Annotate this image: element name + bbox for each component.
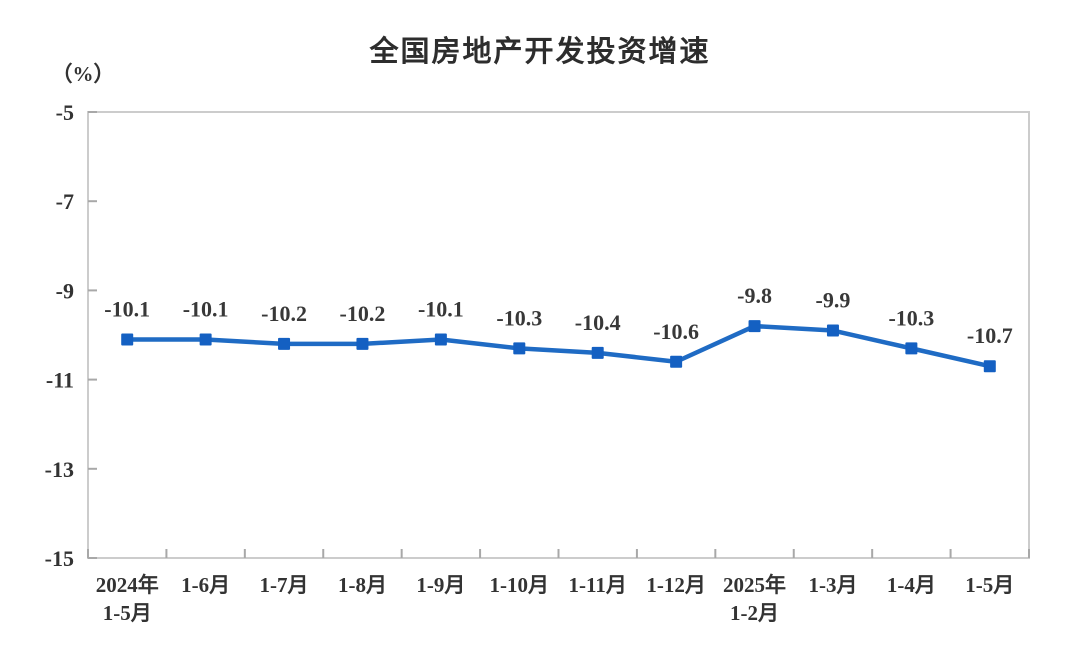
- y-axis-tick-label: -15: [45, 546, 74, 571]
- data-point-marker: [748, 320, 761, 333]
- x-axis-category-label: 2024年: [96, 573, 159, 597]
- data-point-marker: [278, 337, 291, 350]
- x-axis-category-label: 1-10月: [490, 573, 550, 597]
- x-axis-category-label: 1-3月: [808, 573, 857, 597]
- data-point-label: -9.9: [816, 288, 851, 313]
- y-axis-tick-label: -7: [56, 189, 74, 214]
- x-axis-category-label: 1-9月: [416, 573, 465, 597]
- data-point-marker: [591, 346, 604, 359]
- x-axis-category-label: 1-5月: [103, 601, 152, 625]
- y-axis-tick-label: -13: [45, 457, 74, 482]
- x-axis-category-label: 1-8月: [338, 573, 387, 597]
- data-point-marker: [199, 333, 212, 346]
- data-point-label: -10.3: [888, 305, 934, 330]
- x-axis-category-label: 1-2月: [730, 601, 779, 625]
- data-point-label: -10.1: [418, 296, 464, 321]
- x-axis-category-label: 1-5月: [965, 573, 1014, 597]
- x-axis-category-label: 1-11月: [569, 573, 627, 597]
- data-point-label: -10.2: [340, 301, 386, 326]
- data-point-marker: [826, 324, 839, 337]
- data-point-marker: [356, 337, 369, 350]
- x-axis-category-label: 1-12月: [646, 573, 706, 597]
- data-line: [124, 323, 993, 369]
- x-axis-category-label: 1-4月: [887, 573, 936, 597]
- y-axis-tick-label: -9: [56, 278, 74, 303]
- data-point-label: -10.4: [575, 310, 621, 335]
- data-point-marker: [121, 333, 134, 346]
- data-point-marker: [670, 355, 683, 368]
- data-point-label: -9.8: [737, 283, 772, 308]
- plot-border: [87, 111, 1030, 559]
- data-point-marker: [983, 360, 996, 373]
- chart-title: 全国房地产开发投资增速: [369, 34, 711, 68]
- x-axis-category-label: 1-6月: [181, 573, 230, 597]
- data-point-label: -10.2: [261, 301, 307, 326]
- x-axis-category-label: 2025年: [723, 573, 786, 597]
- y-axis-tick-label: -11: [46, 368, 74, 393]
- y-axis-tick-label: -5: [56, 100, 74, 125]
- data-point-label: -10.7: [967, 323, 1013, 348]
- data-point-marker: [513, 342, 526, 355]
- data-point-marker: [905, 342, 918, 355]
- data-point-label: -10.1: [104, 296, 150, 321]
- data-point-label: -10.6: [653, 319, 699, 344]
- data-point-label: -10.1: [183, 296, 229, 321]
- y-axis-unit-label: （%）: [51, 62, 115, 86]
- data-point-marker: [434, 333, 447, 346]
- data-point-label: -10.3: [496, 305, 542, 330]
- x-axis-category-label: 1-7月: [260, 573, 309, 597]
